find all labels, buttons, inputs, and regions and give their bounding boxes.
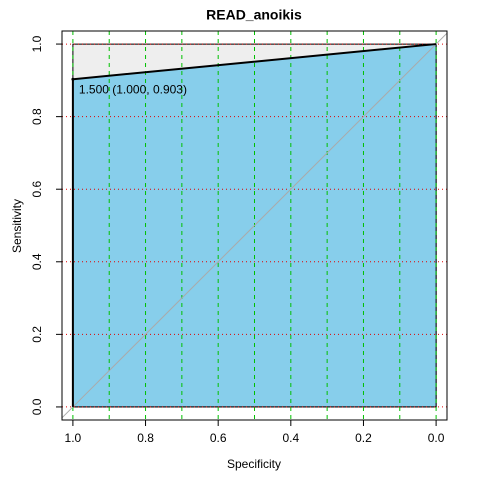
- y-axis-label: Sensitivity: [10, 199, 24, 253]
- diagonal: [61, 32, 448, 419]
- threshold-label: 1.500 (1.000, 0.903): [79, 82, 187, 96]
- y-tick-label: 0.0: [30, 398, 44, 415]
- y-tick-label: 0.4: [30, 253, 44, 270]
- y-tick-label: 0.8: [30, 108, 44, 125]
- y-tick-label: 0.6: [30, 181, 44, 198]
- x-tick-label: 0.6: [210, 431, 227, 445]
- y-tick-label: 1.0: [30, 35, 44, 52]
- threshold-point: [71, 77, 75, 81]
- x-tick-label: 0.4: [282, 431, 299, 445]
- x-tick-label: 1.0: [65, 431, 82, 445]
- y-tick-label: 0.2: [30, 326, 44, 343]
- x-tick-label: 0.0: [428, 431, 445, 445]
- chart-title: READ_anoikis: [206, 7, 302, 23]
- x-tick-label: 0.8: [137, 431, 154, 445]
- plot-frame: [61, 30, 448, 421]
- x-tick-label: 0.2: [355, 431, 372, 445]
- x-axis-label: Specificity: [227, 457, 281, 471]
